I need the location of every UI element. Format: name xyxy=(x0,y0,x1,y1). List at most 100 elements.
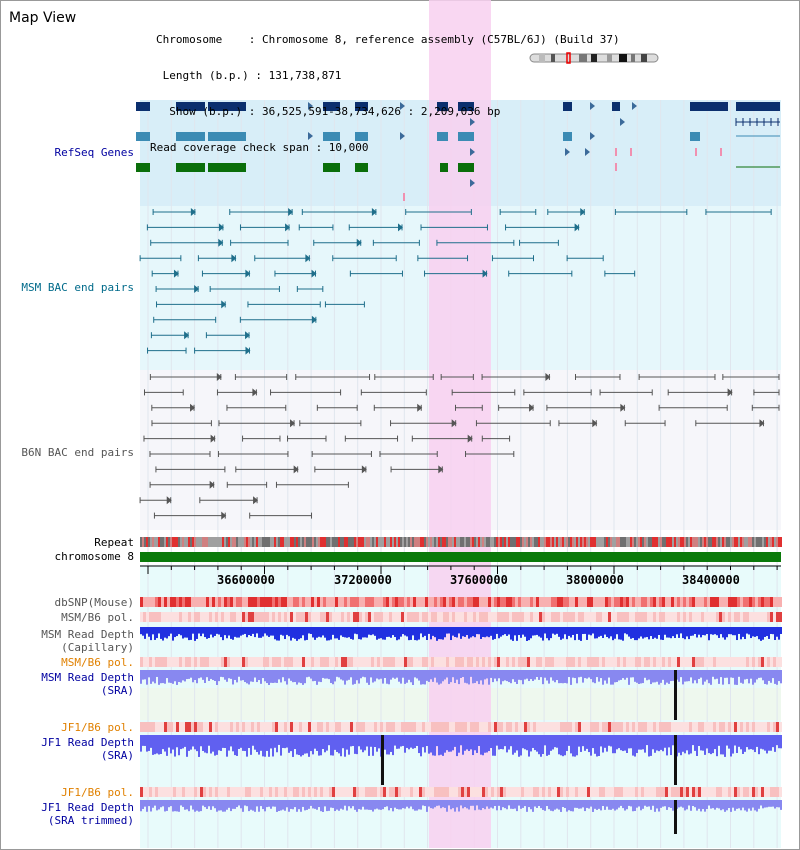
heat-mark xyxy=(272,657,275,667)
bac-arrow xyxy=(190,208,196,216)
repeat-mark xyxy=(608,537,610,547)
depth-bar xyxy=(348,800,350,807)
repeat-mark xyxy=(762,537,764,547)
depth-bar xyxy=(690,670,692,678)
depth-bar xyxy=(612,627,614,641)
repeat-mark xyxy=(426,537,428,547)
repeat-mark xyxy=(772,537,774,547)
depth-bar xyxy=(164,627,166,638)
gene-exon xyxy=(690,132,700,141)
heat-mark xyxy=(512,597,515,607)
heat-mark xyxy=(629,722,632,732)
depth-bar xyxy=(176,670,178,685)
heat-mark xyxy=(446,597,449,607)
depth-bar xyxy=(578,800,580,809)
repeat-mark xyxy=(178,537,180,547)
depth-bar xyxy=(708,627,710,641)
heat-mark xyxy=(182,722,185,732)
depth-bar xyxy=(294,800,296,808)
depth-bar xyxy=(734,800,736,811)
repeat-mark xyxy=(190,537,192,547)
heat-mark xyxy=(206,612,209,622)
depth-bar xyxy=(170,800,172,807)
depth-bar xyxy=(434,627,436,638)
heat-mark xyxy=(329,722,332,732)
depth-bar xyxy=(368,800,370,810)
depth-bar xyxy=(470,670,472,677)
depth-bar xyxy=(644,627,646,638)
heat-mark xyxy=(722,787,725,797)
depth-bar xyxy=(376,800,378,809)
heat-mark xyxy=(434,612,437,622)
heat-mark xyxy=(254,722,257,732)
depth-bar xyxy=(322,627,324,636)
heat-mark xyxy=(314,612,317,622)
heat-mark xyxy=(713,787,716,797)
repeat-mark xyxy=(612,537,614,547)
depth-bar xyxy=(368,735,370,756)
repeat-mark xyxy=(538,537,540,547)
heat-mark xyxy=(374,657,377,667)
heat-mark xyxy=(140,657,143,667)
heat-mark xyxy=(143,657,146,667)
depth-bar xyxy=(526,735,528,751)
depth-bar xyxy=(464,627,466,637)
heat-mark xyxy=(689,722,692,732)
chromosome-line: Chromosome : Chromosome 8, reference ass… xyxy=(156,33,620,46)
depth-bar xyxy=(282,670,284,678)
depth-bar xyxy=(282,627,284,636)
heat-mark xyxy=(296,722,299,732)
depth-bar xyxy=(604,735,606,748)
gene-exon xyxy=(208,163,246,172)
depth-bar xyxy=(468,670,470,685)
depth-bar xyxy=(520,670,522,681)
depth-bar xyxy=(210,735,212,754)
heat-mark xyxy=(761,612,764,622)
repeat-mark xyxy=(156,537,158,547)
heat-mark xyxy=(713,597,716,607)
depth-bar xyxy=(324,800,326,807)
depth-bar xyxy=(554,627,556,635)
depth-bar xyxy=(404,800,406,809)
depth-bar xyxy=(216,670,218,685)
chromosome-ideogram[interactable] xyxy=(529,52,659,64)
b6n-bac-end-pairs-label[interactable]: B6N BAC end pairs xyxy=(21,446,134,459)
depth-bar xyxy=(476,800,478,806)
repeat-mark xyxy=(534,537,536,547)
depth-bar xyxy=(506,670,508,682)
depth-bar xyxy=(208,735,210,746)
repeat-mark xyxy=(682,537,684,547)
repeat-mark xyxy=(326,537,328,547)
repeat-mark xyxy=(780,537,782,547)
strand-arrow xyxy=(308,132,313,140)
heat-mark xyxy=(200,597,203,607)
depth-bar xyxy=(364,735,366,751)
repeat-mark xyxy=(404,537,406,547)
repeat-mark xyxy=(440,537,442,547)
heat-mark xyxy=(239,657,242,667)
heat-mark xyxy=(650,657,653,667)
repeat-mark xyxy=(346,537,348,547)
depth-bar xyxy=(580,670,582,677)
depth-bar xyxy=(372,670,374,683)
heat-mark xyxy=(173,597,176,607)
depth-bar xyxy=(554,735,556,748)
axis-tick-label: 36600000 xyxy=(217,573,275,587)
depth-bar xyxy=(758,735,760,755)
depth-bar xyxy=(752,670,754,685)
msm-bac-end-pairs-label[interactable]: MSM BAC end pairs xyxy=(21,281,134,294)
heat-mark xyxy=(623,787,626,797)
heat-mark xyxy=(503,722,506,732)
heat-mark xyxy=(458,657,461,667)
depth-bar xyxy=(396,735,398,749)
heat-mark xyxy=(662,787,665,797)
depth-bar xyxy=(482,627,484,637)
heat-mark xyxy=(467,722,470,732)
depth-bar xyxy=(398,627,400,640)
refseq-genes-label[interactable]: RefSeq Genes xyxy=(54,146,134,159)
repeat-mark xyxy=(240,537,242,547)
depth-bar xyxy=(246,627,248,638)
depth-bar xyxy=(682,627,684,639)
heat-mark xyxy=(746,657,749,667)
